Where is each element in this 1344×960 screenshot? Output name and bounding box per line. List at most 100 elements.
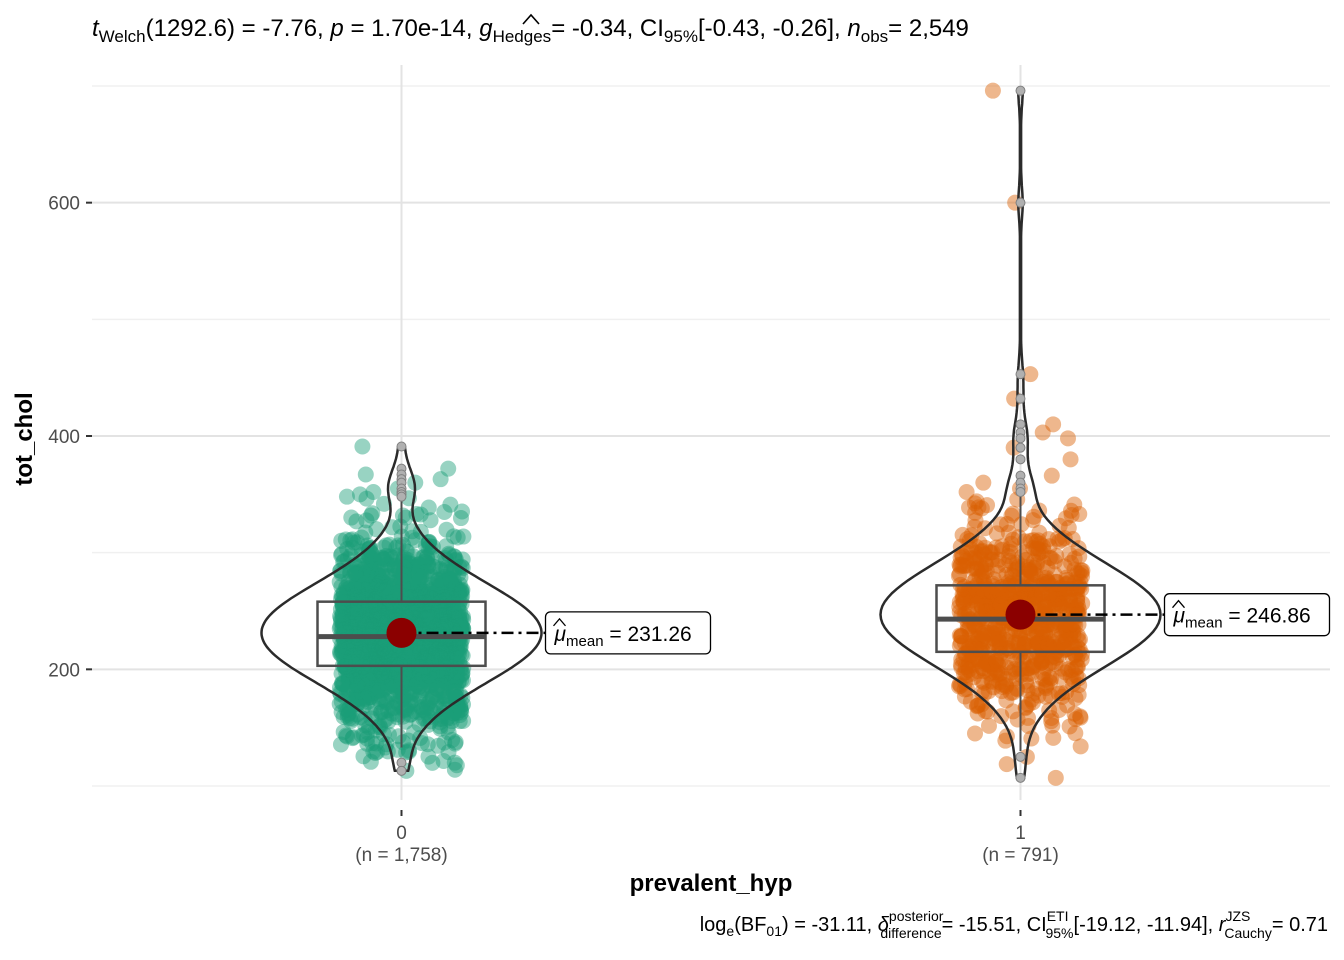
data-point: [360, 553, 377, 570]
data-point: [1021, 660, 1038, 677]
data-point: [395, 644, 412, 661]
data-point: [353, 670, 370, 687]
data-point: [432, 607, 449, 624]
data-point: [367, 595, 384, 612]
data-point: [1025, 532, 1042, 549]
data-point: [975, 474, 992, 491]
data-point: [1030, 541, 1047, 558]
data-point: [340, 586, 357, 603]
data-point: [985, 571, 1002, 588]
data-point: [400, 656, 417, 673]
data-point: [414, 591, 431, 608]
data-point: [404, 670, 421, 687]
data-point: [1052, 579, 1069, 596]
data-point: [440, 744, 457, 761]
data-point: [976, 633, 993, 650]
data-point: [1033, 585, 1050, 602]
data-point: [372, 575, 389, 592]
data-point: [1016, 586, 1033, 603]
data-point: [454, 665, 471, 682]
data-point: [968, 560, 985, 577]
data-point: [411, 592, 428, 609]
data-point: [386, 603, 403, 620]
data-point: [1043, 550, 1060, 567]
data-point: [412, 643, 429, 660]
data-point: [994, 538, 1011, 555]
data-point: [953, 556, 970, 573]
data-point: [412, 562, 429, 579]
data-point: [370, 603, 387, 620]
data-point: [435, 583, 452, 600]
data-point: [401, 668, 418, 685]
data-point: [424, 688, 441, 705]
data-point: [368, 578, 385, 595]
data-point: [415, 671, 432, 688]
data-point: [394, 734, 411, 751]
data-point: [417, 610, 434, 627]
data-point: [395, 577, 412, 594]
data-point: [358, 613, 375, 630]
data-point: [1037, 593, 1054, 610]
data-point: [371, 682, 388, 699]
data-point: [424, 689, 441, 706]
data-point: [339, 551, 356, 568]
data-point: [337, 621, 354, 638]
data-point: [351, 564, 368, 581]
data-point: [338, 617, 355, 634]
data-point: [453, 704, 470, 721]
data-point: [332, 643, 349, 660]
data-point: [986, 619, 1003, 636]
data-point: [377, 674, 394, 691]
data-point: [445, 611, 462, 628]
data-point: [434, 672, 451, 689]
data-point: [1025, 508, 1042, 525]
data-point: [402, 684, 419, 701]
data-point: [343, 604, 360, 621]
data-point: [333, 587, 350, 604]
data-point: [419, 736, 436, 753]
data-point: [432, 608, 449, 625]
caption: loge(BF01) = -31.11, δposterior differenc…: [700, 908, 1328, 941]
data-point: [359, 587, 376, 604]
data-point: [374, 639, 391, 656]
data-point: [337, 621, 354, 638]
data-point: [365, 607, 382, 624]
data-point: [415, 602, 432, 619]
data-point: [951, 637, 968, 654]
data-point: [420, 640, 437, 657]
data-point: [436, 621, 453, 638]
data-point: [371, 567, 388, 584]
data-point: [1059, 697, 1076, 714]
data-point: [1068, 599, 1085, 616]
data-point: [415, 583, 432, 600]
data-point: [397, 651, 414, 668]
data-point: [423, 609, 440, 626]
data-point: [365, 666, 382, 683]
data-point: [379, 579, 396, 596]
data-point: [982, 596, 999, 613]
data-point: [967, 618, 984, 635]
data-point: [338, 638, 355, 655]
data-point: [365, 484, 382, 500]
data-point: [377, 642, 394, 659]
data-point: [450, 566, 467, 583]
data-point: [334, 609, 351, 626]
data-point: [433, 587, 450, 604]
data-point: [375, 495, 392, 512]
data-point: [1069, 565, 1086, 582]
data-point: [362, 651, 379, 668]
data-point: [1029, 635, 1046, 652]
data-point: [348, 565, 365, 582]
data-point: [345, 617, 362, 634]
data-point: [955, 665, 972, 682]
data-point: [399, 697, 416, 714]
data-point: [453, 672, 470, 689]
data-point: [432, 718, 449, 735]
data-point: [399, 651, 416, 668]
data-point: [375, 649, 392, 666]
data-point: [1009, 574, 1026, 591]
data-point: [448, 678, 465, 695]
data-point: [373, 613, 390, 630]
data-point: [448, 639, 465, 656]
data-point: [364, 505, 381, 522]
